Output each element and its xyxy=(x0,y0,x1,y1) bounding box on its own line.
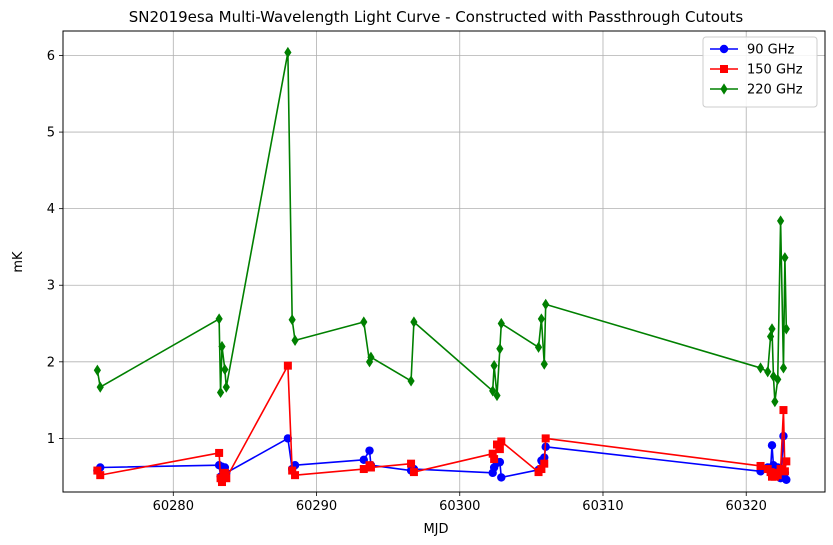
legend: 90 GHz 150 GHz 220 GHz xyxy=(702,36,818,108)
data-point-220-ghz xyxy=(410,316,418,328)
data-point-220-ghz xyxy=(215,313,223,325)
x-tick-label: 60310 xyxy=(582,499,623,514)
data-point-220-ghz xyxy=(769,370,778,382)
data-point-220-ghz xyxy=(756,362,765,374)
data-point-150-ghz xyxy=(93,466,102,475)
series-150-ghz xyxy=(93,361,791,487)
data-point-150-ghz xyxy=(215,448,224,457)
y-tick-label: 2 xyxy=(47,355,55,370)
data-point-220-ghz xyxy=(407,375,415,387)
legend-swatch-marker xyxy=(719,44,729,54)
data-point-220-ghz xyxy=(216,386,225,399)
data-point-220-ghz xyxy=(768,323,776,335)
x-tick-label: 60290 xyxy=(296,499,337,514)
data-point-150-ghz xyxy=(366,463,375,472)
data-point-220-ghz xyxy=(496,343,504,355)
data-point-220-ghz xyxy=(771,396,779,408)
data-point-220-ghz xyxy=(766,330,775,343)
data-point-150-ghz xyxy=(782,457,791,466)
series-220-ghz xyxy=(93,46,790,408)
data-point-220-ghz xyxy=(779,362,788,374)
x-tick-label: 60300 xyxy=(439,499,480,514)
data-point-220-ghz xyxy=(493,389,501,402)
data-point-90-ghz xyxy=(767,441,777,450)
legend-label-150-ghz: 150 GHz xyxy=(747,63,803,78)
data-point-220-ghz xyxy=(764,366,772,378)
data-point-220-ghz xyxy=(497,317,505,330)
data-point-150-ghz xyxy=(495,445,504,454)
grid-lines xyxy=(63,31,825,492)
x-tick-label: 60320 xyxy=(726,499,767,514)
data-point-150-ghz xyxy=(776,465,785,474)
data-point-150-ghz xyxy=(359,465,368,474)
data-point-150-ghz xyxy=(492,440,501,449)
data-point-150-ghz xyxy=(291,471,300,480)
data-point-220-ghz xyxy=(534,341,543,353)
data-point-150-ghz xyxy=(96,471,105,480)
legend-label-220-ghz: 220 GHz xyxy=(747,83,803,98)
data-point-220-ghz xyxy=(776,215,785,227)
data-point-150-ghz xyxy=(222,474,231,483)
data-point-150-ghz xyxy=(288,466,297,475)
x-axis-title: MJD xyxy=(423,522,448,537)
data-point-220-ghz xyxy=(93,364,101,376)
data-point-220-ghz xyxy=(96,381,104,393)
data-point-150-ghz xyxy=(537,465,546,474)
data-point-220-ghz xyxy=(218,340,226,353)
data-point-150-ghz xyxy=(488,449,497,458)
data-point-150-ghz xyxy=(497,437,506,446)
legend-swatch-marker xyxy=(720,83,728,95)
data-point-220-ghz xyxy=(367,351,375,363)
data-point-220-ghz xyxy=(222,381,230,393)
data-point-220-ghz xyxy=(542,298,550,310)
data-point-220-ghz xyxy=(284,46,292,59)
data-point-220-ghz xyxy=(221,363,229,376)
y-tick-label: 6 xyxy=(47,49,55,64)
data-point-150-ghz xyxy=(756,461,765,470)
data-point-150-ghz xyxy=(780,467,789,476)
data-point-150-ghz xyxy=(541,434,550,443)
data-point-220-ghz xyxy=(774,373,782,386)
data-point-220-ghz xyxy=(782,323,790,335)
legend-label-90-ghz: 90 GHz xyxy=(747,43,795,58)
data-point-220-ghz xyxy=(781,252,789,264)
data-point-150-ghz xyxy=(540,459,549,468)
data-point-220-ghz xyxy=(537,313,545,325)
data-point-220-ghz xyxy=(490,360,498,372)
y-tick-label: 3 xyxy=(47,279,55,294)
series-layer xyxy=(93,46,791,487)
x-tick-label: 60280 xyxy=(153,499,194,514)
data-point-150-ghz xyxy=(217,478,226,487)
plot-frame xyxy=(62,30,826,493)
data-point-220-ghz xyxy=(288,314,296,326)
data-point-220-ghz xyxy=(360,316,368,328)
data-point-150-ghz xyxy=(490,455,499,464)
axis-ticks: 60280 60290 60300 60310 60320 1 2 3 4 5 6 xyxy=(47,49,767,514)
data-point-220-ghz xyxy=(540,358,548,370)
chart-title: SN2019esa Multi-Wavelength Light Curve -… xyxy=(129,8,744,26)
data-point-150-ghz xyxy=(407,459,416,468)
data-point-90-ghz xyxy=(365,446,374,455)
data-point-220-ghz xyxy=(489,385,497,397)
y-axis-title: mK xyxy=(11,251,26,273)
data-point-150-ghz xyxy=(283,361,292,370)
data-point-220-ghz xyxy=(291,334,299,346)
data-point-150-ghz xyxy=(779,406,788,415)
legend-swatch-marker xyxy=(720,65,728,73)
y-tick-label: 1 xyxy=(47,432,55,447)
data-point-150-ghz xyxy=(773,471,782,480)
data-point-90-ghz xyxy=(497,473,506,482)
data-point-90-ghz xyxy=(782,475,791,484)
data-point-150-ghz xyxy=(409,468,418,477)
y-tick-label: 5 xyxy=(47,126,55,141)
data-point-150-ghz xyxy=(220,468,229,477)
y-tick-label: 4 xyxy=(47,202,55,217)
